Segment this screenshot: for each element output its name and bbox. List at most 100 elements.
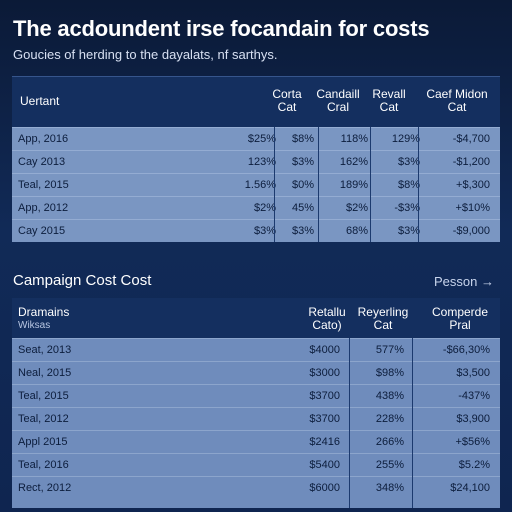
table-row[interactable]: Teal, 2016 $5400 255% $5.2% (12, 453, 500, 476)
column-header-line1: Retallu (308, 305, 346, 319)
column-header: Reyerling Cat (352, 306, 414, 332)
table-cell: 438% (375, 390, 404, 402)
table-row[interactable]: Cay 2013 123% $3% 162% $3% -$1,200 (12, 150, 500, 173)
column-divider (318, 127, 319, 242)
table-cell: +$10% (455, 202, 490, 214)
table-cell: $0% (291, 179, 314, 191)
table-cell: 162% (339, 156, 368, 168)
row-label: Cay 2013 (18, 156, 66, 168)
table-cell: $3700 (309, 413, 340, 425)
table-cell: $2% (345, 202, 368, 214)
table-row[interactable]: Seat, 2013 $4000 577% -$66,30% (12, 338, 500, 361)
campaign-table-header: Dramains Wiksas Retallu Cato) Reyerling … (12, 298, 500, 338)
table-cell: 45% (291, 202, 314, 214)
table-cell: 228% (375, 413, 404, 425)
table-cell: $5400 (309, 459, 340, 471)
table-cell: $3,900 (456, 413, 490, 425)
column-header-line2: Cral (326, 100, 349, 114)
table-cell: $3,500 (456, 367, 490, 379)
table-cell: -437% (458, 390, 490, 402)
row-label: Cay 2015 (18, 225, 66, 237)
table-row[interactable]: Teal, 2015 $3700 438% -437% (12, 384, 500, 407)
column-divider (370, 127, 371, 242)
column-header: Comperde Pral (422, 306, 498, 332)
column-header-line1: Revall (372, 87, 406, 101)
column-header-line1: Comperde (431, 305, 489, 319)
table-cell: $4000 (309, 344, 340, 356)
row-label: Seat, 2013 (18, 344, 72, 356)
table-cell: +$,300 (456, 179, 490, 191)
table-row[interactable]: Cay 2015 $3% $3% 68% $3% -$9,000 (12, 219, 500, 242)
table-cell: 189% (339, 179, 368, 191)
row-label: Rect, 2012 (18, 482, 72, 494)
table-row[interactable]: App, 2016 $25% $8% 118% 129% -$4,700 (12, 127, 500, 150)
row-label: Teal, 2012 (18, 413, 69, 425)
table-cell: +$56% (455, 436, 490, 448)
table-cell: $3% (291, 225, 314, 237)
column-header-line1: Candaill (316, 87, 360, 101)
table-cell: 68% (345, 225, 368, 237)
table-cell: 266% (375, 436, 404, 448)
column-divider (349, 338, 350, 508)
row-label: Neal, 2015 (18, 367, 72, 379)
column-header: Caef Midon Cat (416, 88, 498, 114)
table-cell: 123% (247, 156, 276, 168)
row-label: App, 2012 (18, 202, 69, 214)
column-header-line2: Cat (447, 100, 467, 114)
page-title: The acdoundent irse focandain for costs (13, 16, 430, 41)
row-label: Teal, 2015 (18, 390, 69, 402)
table-row[interactable]: Rect, 2012 $6000 348% $24,100 (12, 476, 500, 499)
table-row[interactable]: Neal, 2015 $3000 $98% $3,500 (12, 361, 500, 384)
campaign-table-body: Seat, 2013 $4000 577% -$66,30% Neal, 201… (12, 338, 500, 508)
column-header: Retallu Cato) (292, 306, 362, 332)
table-cell: 129% (391, 133, 420, 145)
row-label-header-line2: Wiksas (18, 320, 51, 331)
row-label: Appl 2015 (18, 436, 68, 448)
column-header-line2: Cato) (312, 318, 342, 332)
table-row[interactable]: Teal, 2012 $3700 228% $3,900 (12, 407, 500, 430)
column-divider (274, 127, 275, 242)
column-header-line2: Pral (449, 318, 471, 332)
table-cell: -$3% (394, 202, 420, 214)
row-label: App, 2016 (18, 133, 69, 145)
table-cell: -$9,000 (452, 225, 490, 237)
column-divider (412, 338, 413, 508)
table-cell: $3% (397, 156, 420, 168)
section-title: Campaign Cost Cost (13, 272, 152, 289)
table-cell: $8% (397, 179, 420, 191)
column-header-line2: Cat (379, 100, 399, 114)
row-label-header: Uertant (20, 94, 60, 108)
table-cell: -$4,700 (452, 133, 490, 145)
column-header: Corta Cat (262, 88, 312, 114)
table-row[interactable]: Teal, 2015 1.56% $0% 189% $8% +$,300 (12, 173, 500, 196)
column-header-line1: Caef Midon (426, 87, 488, 101)
row-label: Teal, 2015 (18, 179, 69, 191)
table-cell: $3700 (309, 390, 340, 402)
table-cell: $3% (397, 225, 420, 237)
page-subtitle: Goucies of herding to the dayalats, nf s… (13, 47, 278, 62)
column-header-line2: Cat (277, 100, 297, 114)
column-header-line2: Cat (373, 318, 393, 332)
cost-table-header: Uertant Corta Cat Candaill Cral Revall C… (12, 77, 500, 127)
table-cell: -$1,200 (452, 156, 490, 168)
table-cell: $6000 (309, 482, 340, 494)
table-row[interactable]: Appl 2015 $2416 266% +$56% (12, 430, 500, 453)
campaign-cost-table: Dramains Wiksas Retallu Cato) Reyerling … (12, 298, 500, 508)
table-cell: $8% (291, 133, 314, 145)
cost-table: Uertant Corta Cat Candaill Cral Revall C… (12, 76, 500, 242)
column-header-line1: Corta (272, 87, 302, 101)
cost-table-body: App, 2016 $25% $8% 118% 129% -$4,700 Cay… (12, 127, 500, 242)
column-header: Candaill Cral (312, 88, 364, 114)
table-cell: 577% (375, 344, 404, 356)
table-cell: $2% (253, 202, 276, 214)
section-link[interactable]: Pesson → (434, 274, 494, 289)
column-header: Revall Cat (364, 88, 414, 114)
table-cell: $2416 (309, 436, 340, 448)
row-label-header-line1: Dramains (18, 305, 70, 319)
row-label-header: Dramains Wiksas (18, 306, 69, 332)
table-cell: $5.2% (458, 459, 490, 471)
table-cell: $98% (375, 367, 404, 379)
table-row[interactable]: App, 2012 $2% 45% $2% -$3% +$10% (12, 196, 500, 219)
table-cell: 255% (375, 459, 404, 471)
